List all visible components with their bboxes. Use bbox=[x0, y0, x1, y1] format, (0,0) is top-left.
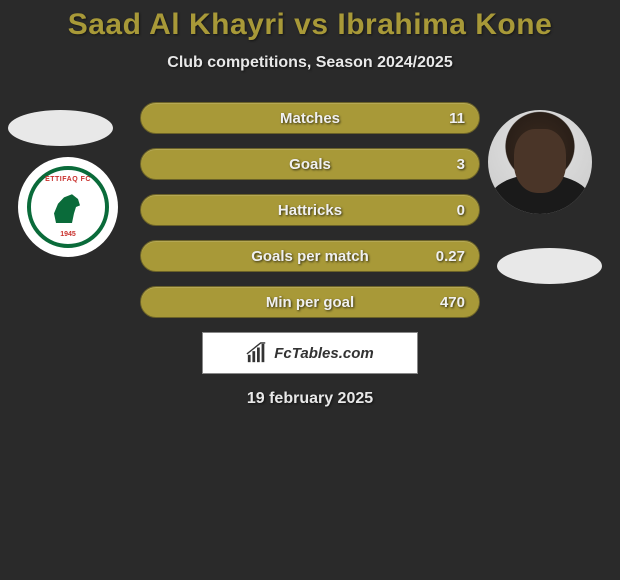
stat-value: 0.27 bbox=[436, 248, 465, 265]
stat-bar-hattricks: Hattricks 0 bbox=[140, 194, 480, 226]
club-name: ETTIFAQ FC bbox=[45, 176, 91, 183]
right-player-placeholder bbox=[497, 248, 602, 284]
stat-bar-matches: Matches 11 bbox=[140, 102, 480, 134]
club-badge-inner: ETTIFAQ FC 1945 bbox=[27, 166, 109, 248]
stat-label: Goals bbox=[289, 156, 331, 173]
stat-label: Matches bbox=[280, 110, 340, 127]
page-title: Saad Al Khayri vs Ibrahima Kone bbox=[0, 8, 620, 42]
stat-label: Hattricks bbox=[278, 202, 342, 219]
stat-value: 3 bbox=[457, 156, 465, 173]
player-photo bbox=[488, 110, 592, 214]
stat-bar-goals: Goals 3 bbox=[140, 148, 480, 180]
stat-label: Goals per match bbox=[251, 248, 369, 265]
stats-area: ETTIFAQ FC 1945 Matches 11 Goals 3 Hattr… bbox=[0, 102, 620, 408]
stat-value: 470 bbox=[440, 294, 465, 311]
player-face bbox=[514, 129, 566, 193]
club-horse-icon bbox=[48, 191, 88, 223]
chart-icon bbox=[246, 342, 268, 364]
stat-bar-min-per-goal: Min per goal 470 bbox=[140, 286, 480, 318]
subtitle: Club competitions, Season 2024/2025 bbox=[0, 54, 620, 72]
stat-value: 0 bbox=[457, 202, 465, 219]
stats-bars: Matches 11 Goals 3 Hattricks 0 Goals per… bbox=[140, 102, 480, 318]
stat-bar-goals-per-match: Goals per match 0.27 bbox=[140, 240, 480, 272]
club-year: 1945 bbox=[60, 231, 76, 238]
stat-label: Min per goal bbox=[266, 294, 354, 311]
club-badge: ETTIFAQ FC 1945 bbox=[18, 157, 118, 257]
watermark-text: FcTables.com bbox=[274, 345, 373, 362]
date: 19 february 2025 bbox=[0, 390, 620, 408]
watermark: FcTables.com bbox=[202, 332, 418, 374]
comparison-card: Saad Al Khayri vs Ibrahima Kone Club com… bbox=[0, 0, 620, 408]
left-player-placeholder bbox=[8, 110, 113, 146]
stat-value: 11 bbox=[449, 110, 465, 127]
